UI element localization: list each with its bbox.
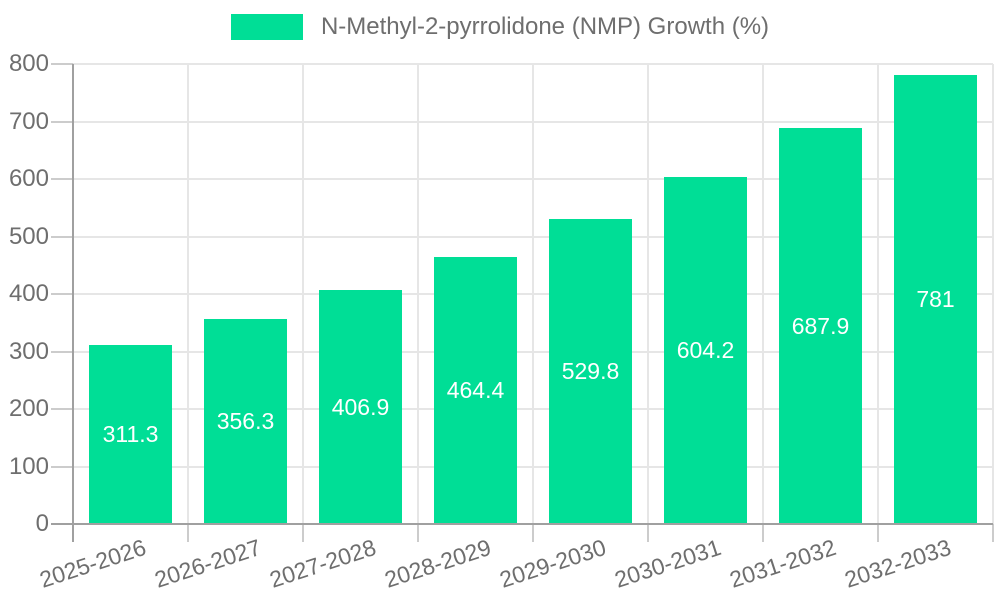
x-tick-label: 2030-2031: [610, 534, 724, 593]
bar[interactable]: 687.9: [779, 128, 862, 524]
bar[interactable]: 464.4: [434, 256, 517, 524]
x-grid-line: [992, 64, 994, 524]
y-tick-label: 100: [8, 452, 49, 480]
y-tick-label: 0: [35, 510, 49, 537]
y-tick-mark: [51, 293, 73, 295]
x-tick-label: 2031-2032: [725, 534, 839, 593]
y-tick-mark: [51, 178, 73, 180]
y-tick-mark: [51, 408, 73, 410]
legend-swatch-icon: [230, 14, 303, 40]
y-tick-label: 200: [8, 395, 49, 422]
y-tick-mark: [51, 350, 73, 353]
y-tick-mark: [51, 63, 73, 65]
bar[interactable]: 529.8: [549, 219, 632, 524]
chart-legend[interactable]: N-Methyl-2-pyrrolidone (NMP) Growth (%): [0, 14, 1000, 40]
bar[interactable]: 311.3: [89, 345, 172, 524]
x-tick-label: 2026-2027: [150, 534, 264, 593]
x-tick-label: 2028-2029: [380, 534, 494, 593]
x-axis-line: [72, 523, 993, 525]
y-tick-mark: [51, 235, 73, 238]
y-tick-label: 400: [8, 280, 49, 307]
y-tick-mark: [51, 523, 73, 525]
x-grid-line: [877, 64, 879, 524]
x-tick-mark: [187, 524, 189, 542]
x-grid-line: [762, 64, 764, 524]
bar[interactable]: 604.2: [664, 176, 747, 524]
bar-value-label: 356.3: [216, 408, 275, 435]
x-tick-mark: [72, 524, 74, 542]
y-tick-label: 800: [8, 50, 49, 77]
bar-value-label: 529.8: [561, 358, 620, 385]
y-tick-mark: [51, 120, 73, 123]
x-tick-label: 2025-2026: [35, 534, 149, 593]
bar-value-label: 604.2: [676, 336, 735, 363]
x-tick-mark: [417, 524, 419, 542]
y-tick-mark: [51, 465, 73, 468]
x-grid-line: [417, 64, 419, 524]
x-tick-mark: [992, 524, 994, 542]
bar-value-label: 406.9: [331, 393, 390, 420]
bar[interactable]: 781: [894, 74, 977, 524]
bar-value-label: 311.3: [102, 420, 159, 447]
x-tick-mark: [532, 524, 534, 542]
bar[interactable]: 406.9: [319, 290, 402, 524]
x-tick-label: 2029-2030: [495, 534, 609, 593]
y-tick-label: 500: [8, 222, 49, 250]
y-tick-label: 600: [8, 165, 49, 192]
x-grid-line: [532, 64, 534, 524]
x-tick-mark: [302, 524, 304, 542]
y-tick-label: 700: [8, 107, 49, 135]
bar-value-label: 781: [916, 285, 955, 312]
legend-label: N-Methyl-2-pyrrolidone (NMP) Growth (%): [320, 13, 770, 40]
bar-value-label: 464.4: [446, 376, 505, 403]
y-axis-line: [72, 64, 74, 525]
bar[interactable]: 356.3: [204, 319, 287, 524]
x-tick-label: 2032-2033: [840, 534, 954, 593]
y-tick-label: 300: [8, 337, 49, 365]
bar-value-label: 687.9: [791, 312, 850, 339]
x-tick-mark: [762, 524, 764, 542]
x-tick-mark: [877, 524, 879, 542]
x-grid-line: [647, 64, 649, 524]
x-tick-mark: [647, 524, 649, 542]
x-grid-line: [302, 64, 304, 524]
x-grid-line: [187, 64, 189, 524]
x-tick-label: 2027-2028: [265, 534, 379, 593]
